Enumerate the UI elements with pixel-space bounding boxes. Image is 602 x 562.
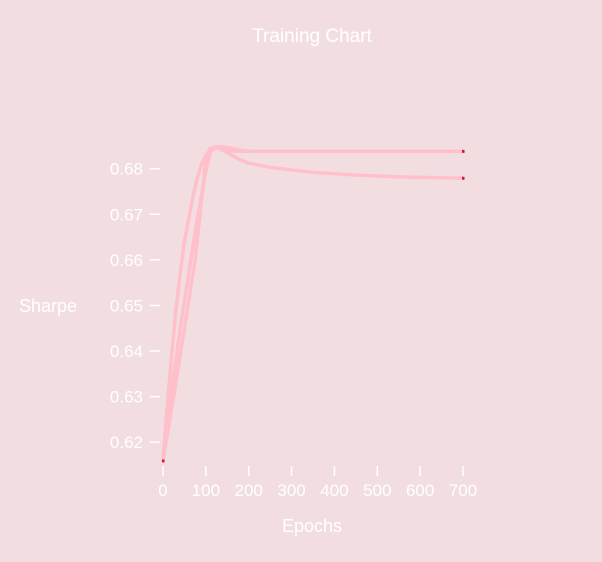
x-tick-label: 600 — [406, 481, 434, 500]
end-marker — [462, 176, 465, 180]
y-tick-label: 0.66 — [110, 251, 143, 270]
y-tick-label: 0.64 — [110, 342, 143, 361]
x-tick-label: 100 — [192, 481, 220, 500]
y-tick-label: 0.68 — [110, 160, 143, 179]
y-tick-label: 0.62 — [110, 433, 143, 452]
x-tick-label: 700 — [449, 481, 477, 500]
x-tick-label: 400 — [320, 481, 348, 500]
series-line-1 — [161, 146, 465, 463]
start-marker — [162, 459, 165, 463]
end-marker — [462, 149, 465, 153]
x-tick-label: 500 — [363, 481, 391, 500]
y-tick-label: 0.67 — [110, 205, 143, 224]
series-line-3 — [161, 145, 251, 463]
y-axis-label: Sharpe — [19, 296, 78, 316]
series-line-2 — [161, 145, 465, 463]
y-tick-label: 0.65 — [110, 296, 143, 315]
chart-title: Training Chart — [252, 26, 372, 47]
x-tick-label: 300 — [277, 481, 305, 500]
x-axis-label: Epochs — [281, 516, 343, 536]
x-tick-label: 200 — [235, 481, 263, 500]
x-tick-label: 0 — [158, 481, 167, 500]
y-tick-label: 0.63 — [110, 388, 143, 407]
